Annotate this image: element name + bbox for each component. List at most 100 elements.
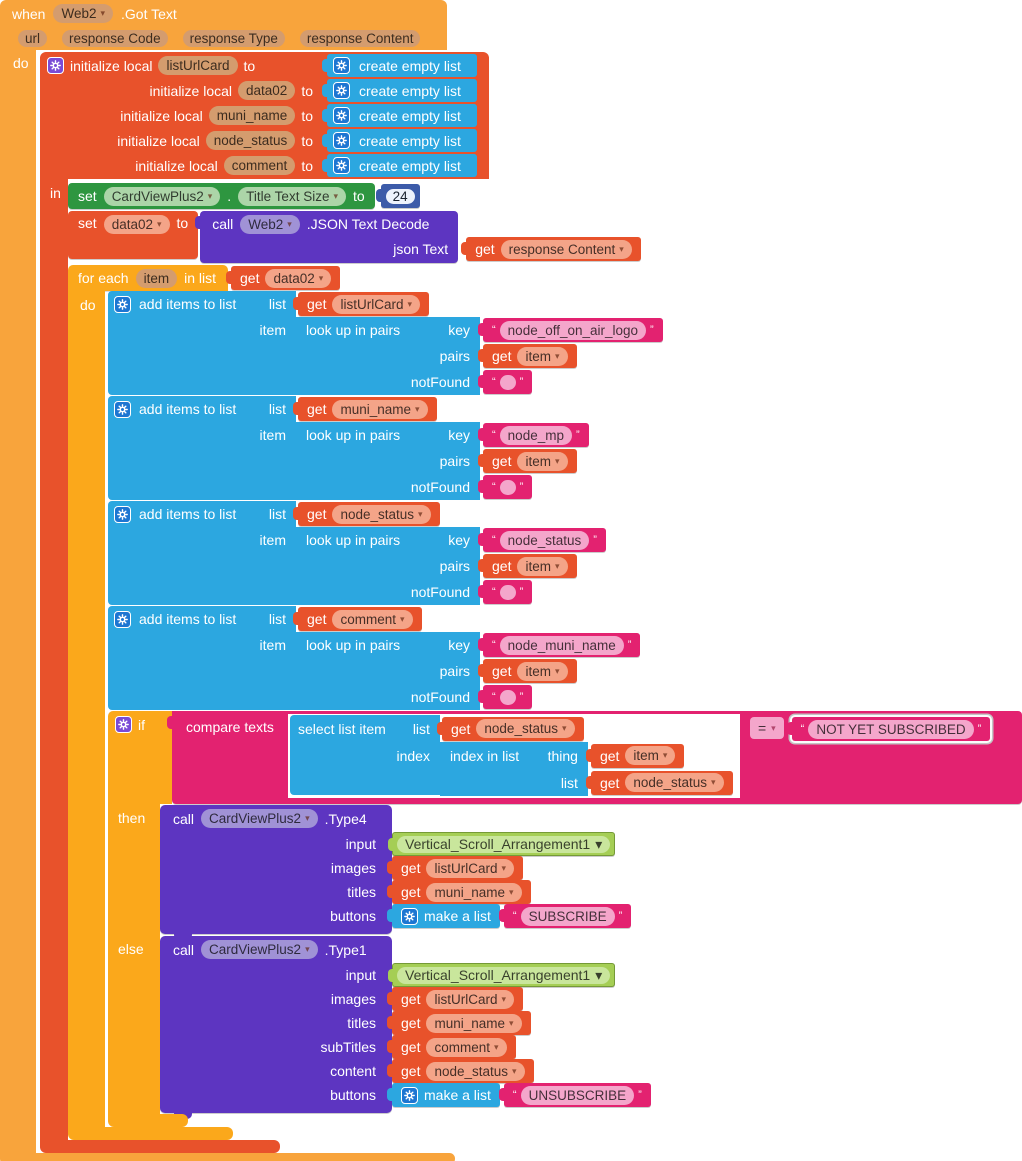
param-response-content[interactable]: response Content <box>299 30 421 47</box>
lookup-pairs-row[interactable]: pairs <box>296 343 480 369</box>
variable-dropdown[interactable]: node_status ▾ <box>476 719 575 738</box>
lookup-in-pairs-block[interactable]: look up in pairs key <box>296 632 480 658</box>
text-field[interactable]: node_mp <box>499 425 572 445</box>
get-variable-block[interactable]: get listUrlCard ▾ <box>386 856 524 880</box>
get-variable-block[interactable]: get node_status ▾ <box>387 1059 534 1083</box>
variable-dropdown[interactable]: item ▾ <box>517 556 568 576</box>
mutator-gear-icon[interactable] <box>401 1086 418 1104</box>
get-variable-block[interactable]: get data02 ▾ <box>226 266 341 290</box>
variable-dropdown[interactable]: muni_name ▾ <box>426 1013 522 1033</box>
mutator-gear-icon[interactable] <box>114 505 131 523</box>
select-list-item-block[interactable]: select list item list index <box>289 715 740 796</box>
text-field[interactable] <box>499 584 516 600</box>
lookup-in-pairs-block[interactable]: look up in pairs key <box>296 317 480 343</box>
get-variable-block[interactable]: get muni_name ▾ <box>387 880 531 904</box>
text-string-block[interactable]: “ SUBSCRIBE ” <box>498 904 632 928</box>
local-name-field[interactable]: muni_name <box>208 106 296 125</box>
text-field[interactable]: NOT YET SUBSCRIBED <box>808 719 974 739</box>
variable-dropdown[interactable]: node_status ▾ <box>426 1061 525 1081</box>
index-in-list-block[interactable]: index in list thing <box>439 742 588 769</box>
init-row[interactable]: initialize local comment to create empty… <box>40 153 489 178</box>
local-name-field[interactable]: comment <box>223 156 296 175</box>
lookup-notfound-row[interactable]: notFound <box>296 684 480 710</box>
variable-dropdown[interactable]: muni_name ▾ <box>332 399 428 419</box>
add-items-to-list-block[interactable]: add items to list list item <box>108 501 606 605</box>
text-string-block[interactable]: “ NOT YET SUBSCRIBED ” <box>786 717 991 741</box>
mutator-gear-icon[interactable] <box>115 716 132 733</box>
mutator-gear-icon[interactable] <box>333 82 350 99</box>
local-name-field[interactable]: node_status <box>205 131 296 150</box>
get-variable-block[interactable]: get listUrlCard ▾ <box>386 987 524 1011</box>
get-variable-block[interactable]: get node_status ▾ <box>293 502 440 526</box>
mutator-gear-icon[interactable] <box>114 295 131 313</box>
for-each-header[interactable]: for each item in list <box>68 265 229 291</box>
component-dropdown[interactable]: Web2 ▾ <box>240 214 300 234</box>
get-variable-block[interactable]: get response Content ▾ <box>461 237 641 261</box>
create-empty-list-block[interactable]: create empty list <box>322 79 477 102</box>
add-items-main[interactable]: add items to list list item <box>108 291 296 395</box>
component-dropdown[interactable]: CardViewPlus2 ▾ <box>201 940 318 959</box>
lookup-pairs-row[interactable]: pairs <box>296 658 480 684</box>
get-variable-block[interactable]: get comment ▾ <box>387 1035 516 1059</box>
add-items-to-list-block[interactable]: add items to list list item <box>108 606 641 710</box>
create-empty-list-block[interactable]: create empty list <box>322 104 477 127</box>
param-response-code[interactable]: response Code <box>62 30 168 47</box>
lookup-notfound-row[interactable]: notFound <box>296 579 480 605</box>
text-field[interactable] <box>499 479 516 495</box>
mutator-gear-icon[interactable] <box>333 132 350 149</box>
add-items-main[interactable]: add items to list list item <box>108 501 296 605</box>
variable-dropdown[interactable]: node_status ▾ <box>625 773 724 792</box>
get-variable-block[interactable]: get node_status ▾ <box>585 770 733 795</box>
if-then-else-block[interactable]: if compare texts <box>108 711 1022 1134</box>
if-header[interactable]: if <box>108 711 172 804</box>
variable-dropdown[interactable]: listUrlCard ▾ <box>426 989 515 1009</box>
get-variable-block[interactable]: get muni_name ▾ <box>387 1011 531 1035</box>
get-variable-block[interactable]: get item ▾ <box>478 554 577 578</box>
init-row[interactable]: initialize local listUrlCard to create e… <box>40 53 489 78</box>
add-items-to-list-block[interactable]: add items to list list item <box>108 291 663 395</box>
empty-text-block[interactable]: “ ” <box>477 685 533 709</box>
component-block[interactable]: Vertical_Scroll_Arrangement1 ▾ <box>387 832 616 856</box>
for-each-block[interactable]: for each item in list get data02 ▾ <box>68 265 1022 1147</box>
set-variable-block[interactable]: set data02 ▾ to <box>68 211 199 259</box>
local-name-field[interactable]: data02 <box>238 81 296 100</box>
make-a-list-block[interactable]: make a list <box>387 904 500 928</box>
add-items-to-list-block[interactable]: add items to list list item <box>108 396 589 500</box>
select-list-item-main[interactable]: select list item list index <box>289 715 440 795</box>
param-url[interactable]: url <box>18 30 48 47</box>
variable-dropdown[interactable]: data02 ▾ <box>265 268 332 288</box>
variable-dropdown[interactable]: item ▾ <box>625 746 676 765</box>
mutator-gear-icon[interactable] <box>114 400 131 418</box>
set-property-block[interactable]: set CardViewPlus2 ▾ . Title Text Size ▾ to <box>68 183 375 209</box>
text-field[interactable]: UNSUBSCRIBE <box>520 1085 635 1105</box>
lookup-in-pairs-block[interactable]: look up in pairs key <box>296 527 480 553</box>
variable-dropdown[interactable]: comment ▾ <box>332 609 413 629</box>
add-items-main[interactable]: add items to list list item <box>108 396 296 500</box>
mutator-gear-icon[interactable] <box>401 907 418 925</box>
variable-dropdown[interactable]: item ▾ <box>517 346 568 366</box>
empty-text-block[interactable]: “ ” <box>477 580 533 604</box>
text-string-block[interactable]: “ node_off_on_air_logo ” <box>478 318 663 342</box>
index-in-list-list-row[interactable]: list <box>439 769 588 796</box>
event-block-header[interactable]: when Web2 ▾ .Got Text <box>0 0 447 27</box>
variable-dropdown[interactable]: listUrlCard ▾ <box>332 294 421 314</box>
param-response-type[interactable]: response Type <box>182 30 285 47</box>
mutator-gear-icon[interactable] <box>333 57 350 74</box>
lookup-in-pairs-block[interactable]: look up in pairs key <box>296 422 480 448</box>
create-empty-list-block[interactable]: create empty list <box>322 129 477 152</box>
get-variable-block[interactable]: get listUrlCard ▾ <box>292 292 430 316</box>
empty-text-block[interactable]: “ ” <box>477 370 533 394</box>
text-field[interactable]: node_muni_name <box>499 635 624 655</box>
text-field[interactable]: node_off_on_air_logo <box>499 320 647 340</box>
variable-dropdown[interactable]: listUrlCard ▾ <box>426 858 515 878</box>
comparison-operator-dropdown[interactable]: = ▾ <box>749 717 784 739</box>
text-string-block[interactable]: “ UNSUBSCRIBE ” <box>498 1083 651 1107</box>
mutator-gear-icon[interactable] <box>333 157 350 174</box>
variable-dropdown[interactable]: item ▾ <box>517 451 568 471</box>
get-variable-block[interactable]: get item ▾ <box>478 449 577 473</box>
text-field[interactable]: SUBSCRIBE <box>520 906 615 926</box>
variable-dropdown[interactable]: muni_name ▾ <box>426 882 522 902</box>
lookup-pairs-row[interactable]: pairs <box>296 448 480 474</box>
lookup-notfound-row[interactable]: notFound <box>296 474 480 500</box>
